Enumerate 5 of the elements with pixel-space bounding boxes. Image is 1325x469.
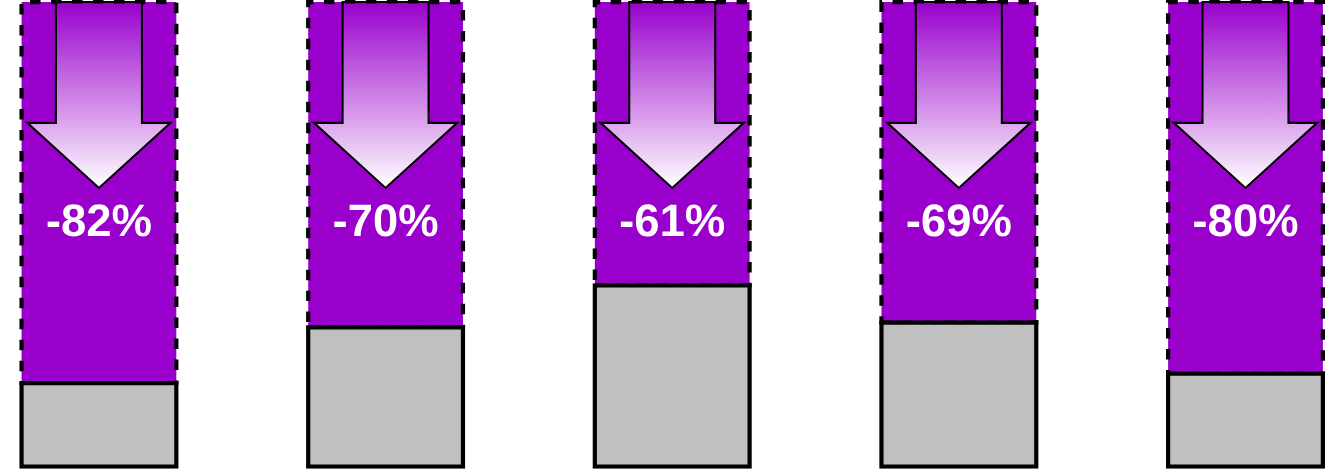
annotation: -70% — [334, 204, 438, 237]
annotation: -82% — [47, 204, 151, 237]
annotation: -69% — [907, 204, 1011, 237]
annotation: -80% — [1194, 204, 1298, 237]
annotation: -61% — [620, 204, 725, 237]
